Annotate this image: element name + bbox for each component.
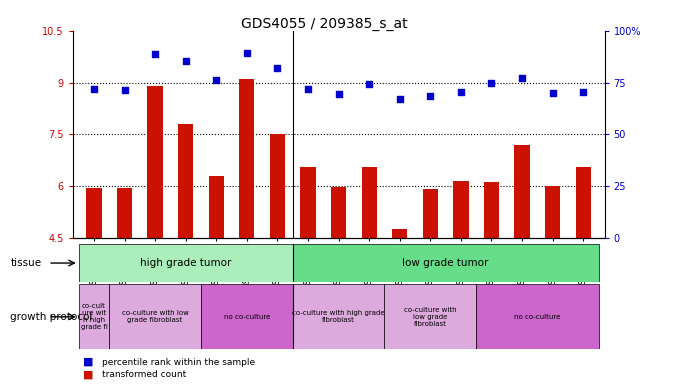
Bar — [484, 182, 499, 238]
Text: no co-culture: no co-culture — [514, 314, 560, 320]
Text: ■: ■ — [83, 369, 93, 379]
Bar — [453, 181, 468, 238]
Bar — [423, 189, 438, 238]
Text: co-culture with high grade
fibroblast: co-culture with high grade fibroblast — [292, 310, 385, 323]
Point — [395, 96, 406, 102]
Point — [211, 78, 222, 84]
Bar — [514, 145, 530, 238]
Point — [517, 75, 528, 81]
Text: low grade tumor: low grade tumor — [402, 258, 489, 268]
Text: co-cult
ure wit
h high
grade fi: co-cult ure wit h high grade fi — [81, 303, 107, 330]
Bar — [86, 188, 102, 238]
Bar — [392, 229, 408, 238]
Text: GDS4055 / 209385_s_at: GDS4055 / 209385_s_at — [241, 17, 408, 31]
Text: growth protocol: growth protocol — [10, 312, 93, 322]
Point — [88, 86, 100, 92]
Point — [486, 79, 497, 86]
Point — [149, 51, 160, 57]
Point — [303, 86, 314, 92]
Text: transformed count: transformed count — [102, 370, 187, 379]
Bar — [576, 167, 591, 238]
Bar — [201, 284, 293, 349]
Point — [241, 50, 252, 56]
Bar — [545, 186, 560, 238]
Bar — [269, 134, 285, 238]
Point — [363, 81, 375, 88]
Point — [455, 88, 466, 94]
Bar — [361, 167, 377, 238]
Point — [578, 89, 589, 95]
Bar — [293, 244, 598, 282]
Text: co-culture with
low grade
fibroblast: co-culture with low grade fibroblast — [404, 307, 457, 327]
Text: ■: ■ — [83, 357, 93, 367]
Bar — [384, 284, 476, 349]
Bar — [301, 167, 316, 238]
Bar — [117, 188, 132, 238]
Point — [547, 90, 558, 96]
Bar — [147, 86, 163, 238]
Point — [119, 87, 130, 93]
Bar — [331, 187, 346, 238]
Point — [272, 65, 283, 71]
Bar — [476, 284, 598, 349]
Point — [180, 58, 191, 64]
Bar — [209, 176, 224, 238]
Text: high grade tumor: high grade tumor — [140, 258, 231, 268]
Bar — [79, 244, 293, 282]
Point — [333, 91, 344, 98]
Text: no co-culture: no co-culture — [224, 314, 270, 320]
Bar — [239, 79, 254, 238]
Bar — [79, 284, 109, 349]
Bar — [178, 124, 193, 238]
Text: percentile rank within the sample: percentile rank within the sample — [102, 358, 256, 367]
Bar — [109, 284, 201, 349]
Text: co-culture with low
grade fibroblast: co-culture with low grade fibroblast — [122, 310, 189, 323]
Bar — [293, 284, 384, 349]
Text: tissue: tissue — [10, 258, 41, 268]
Point — [425, 93, 436, 99]
